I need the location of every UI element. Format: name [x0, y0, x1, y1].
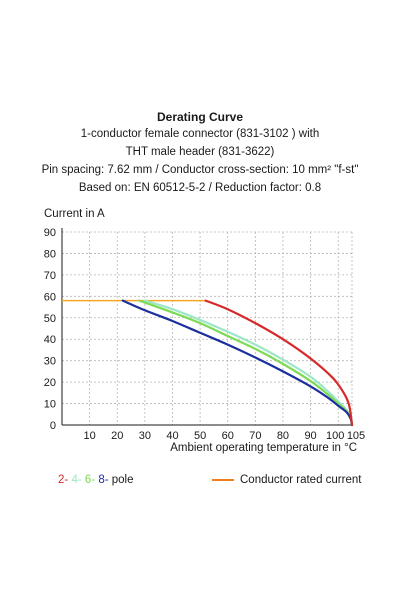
tick-labels: 0 10 20 30 40 50 60 70 80 90 10 20 30 40 50 60 70 80 90 100… [44, 227, 365, 442]
grid [62, 231, 353, 425]
series-lines [62, 299, 354, 427]
y-tick-label: 70 [44, 270, 56, 282]
series-line-6-pole [138, 299, 354, 427]
series-line-2-pole [204, 299, 354, 427]
legend-pole-6: 6- [84, 474, 96, 486]
y-axis-label: Current in A [44, 208, 105, 220]
legend-rated-label: Conductor rated current [240, 474, 362, 486]
x-tick-label: 50 [194, 430, 206, 442]
y-tick-label: 90 [44, 227, 56, 239]
x-tick-label: 40 [166, 430, 178, 442]
chart-subtitle-4: Based on: EN 60512-5-2 / Reduction facto… [78, 182, 322, 194]
x-tick-label: 90 [304, 430, 316, 442]
y-tick-label: 30 [44, 356, 56, 368]
x-tick-label: 80 [277, 430, 289, 442]
x-tick-label: 10 [83, 430, 95, 442]
y-tick-label: 0 [50, 420, 56, 432]
rated-current-swatch [212, 479, 234, 481]
y-tick-label: 40 [44, 334, 56, 346]
series-line-8-pole [121, 299, 354, 427]
y-tick-label: 50 [44, 313, 56, 325]
chart-subtitle-1: 1-conductor female connector (831-3102 )… [80, 128, 320, 140]
chart-title: Derating Curve [156, 110, 244, 124]
x-tick-label: 105 [347, 430, 365, 442]
y-tick-label: 10 [44, 399, 56, 411]
x-tick-label: 70 [249, 430, 261, 442]
legend-pole-suffix: pole [108, 474, 134, 486]
legend-pole-4: 4- [71, 474, 82, 486]
legend-pole-2: 2- [58, 474, 69, 486]
axes [61, 228, 352, 426]
x-tick-label: 60 [222, 430, 234, 442]
legend-rated-current: Conductor rated current [212, 474, 361, 486]
x-tick-label: 30 [139, 430, 151, 442]
y-tick-label: 80 [44, 248, 56, 260]
chart-subtitle-3: Pin spacing: 7.62 mm / Conductor cross-s… [41, 164, 359, 176]
legend-pole-8: 8- [98, 474, 109, 486]
x-tick-label: 100 [326, 430, 344, 442]
y-tick-label: 60 [44, 291, 56, 303]
y-tick-label: 20 [44, 377, 56, 389]
x-axis-label: Ambient operating temperature in °C [170, 442, 357, 454]
x-tick-label: 20 [111, 430, 123, 442]
legend-poles: 2- 4- 6- 8- pole [58, 474, 133, 486]
chart-subtitle-2: THT male header (831-3622) [125, 146, 275, 158]
